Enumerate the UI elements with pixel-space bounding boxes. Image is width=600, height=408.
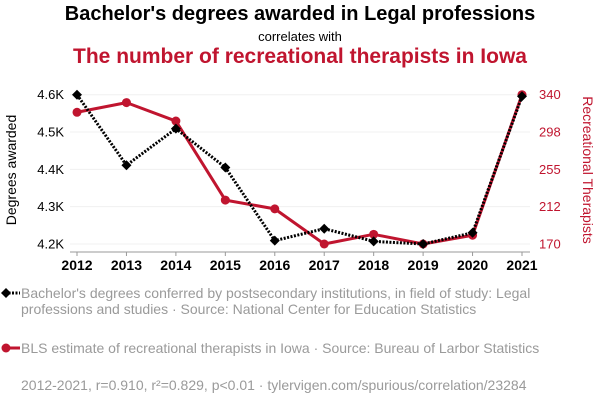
diamond-marker-icon <box>1 288 20 298</box>
degrees-point <box>72 89 82 100</box>
left-tick-label: 4.5K <box>37 125 64 140</box>
left-axis-title: Degrees awarded <box>3 115 19 226</box>
left-tick-label: 4.6K <box>37 87 64 102</box>
degrees-point <box>220 162 231 173</box>
x-tick-label: 2020 <box>457 257 488 273</box>
right-axis-title: Recreational Therapists <box>580 96 596 244</box>
footer-stats: 2012-2021, r=0.910, r²=0.829, p<0.01 · t… <box>21 377 527 393</box>
chart-subtitle: The number of recreational therapists in… <box>73 45 527 68</box>
x-tick-label: 2021 <box>506 257 537 273</box>
x-tick-label: 2015 <box>210 257 241 273</box>
degrees-point <box>517 91 527 102</box>
therapists-point <box>220 195 230 205</box>
degrees-point <box>170 123 181 134</box>
degrees-point <box>418 239 429 249</box>
degrees-point <box>269 235 280 246</box>
degrees-point <box>121 160 132 171</box>
chart-connector: correlates with <box>258 29 342 44</box>
legend-item-degrees: Bachelor's degrees conferred by postseco… <box>1 285 541 317</box>
left-tick-label: 4.4K <box>37 162 64 177</box>
x-tick-label: 2013 <box>111 257 142 273</box>
degrees-point <box>368 236 379 247</box>
right-tick-label: 170 <box>539 237 561 252</box>
therapists-point <box>121 98 131 108</box>
chart-plot: 4.6K 4.5K 4.4K 4.3K 4.2K 340 298 255 212 170 2012 2… <box>3 87 596 273</box>
right-tick-label: 340 <box>539 87 561 102</box>
x-tick-label: 2016 <box>259 257 290 273</box>
chart-title: Bachelor's degrees awarded in Legal prof… <box>64 3 536 25</box>
right-tick-label: 298 <box>539 125 561 140</box>
x-tick-label: 2014 <box>160 257 191 273</box>
right-tick-label: 212 <box>539 199 561 214</box>
therapists-point <box>319 239 329 249</box>
therapists-point <box>369 229 379 239</box>
right-tick-label: 255 <box>539 162 561 177</box>
circle-marker-icon <box>1 343 20 353</box>
x-tick-label: 2012 <box>61 257 92 273</box>
x-tick-label: 2017 <box>309 257 340 273</box>
legend-label-therapists: BLS estimate of recreational therapists … <box>21 340 540 356</box>
left-tick-label: 4.2K <box>37 237 64 252</box>
therapists-line <box>76 94 524 246</box>
therapists-point <box>72 107 82 117</box>
x-tick-label: 2018 <box>358 257 389 273</box>
degrees-line <box>75 93 524 246</box>
legend-label-degrees: Bachelor's degrees conferred by postseco… <box>21 285 531 317</box>
x-tick-label: 2019 <box>408 257 439 273</box>
degrees-point <box>467 227 478 238</box>
therapists-point <box>270 204 280 214</box>
degrees-point <box>319 223 330 234</box>
therapists-point <box>171 116 181 126</box>
legend-item-therapists: BLS estimate of recreational therapists … <box>1 340 541 356</box>
left-tick-label: 4.3K <box>37 199 64 214</box>
